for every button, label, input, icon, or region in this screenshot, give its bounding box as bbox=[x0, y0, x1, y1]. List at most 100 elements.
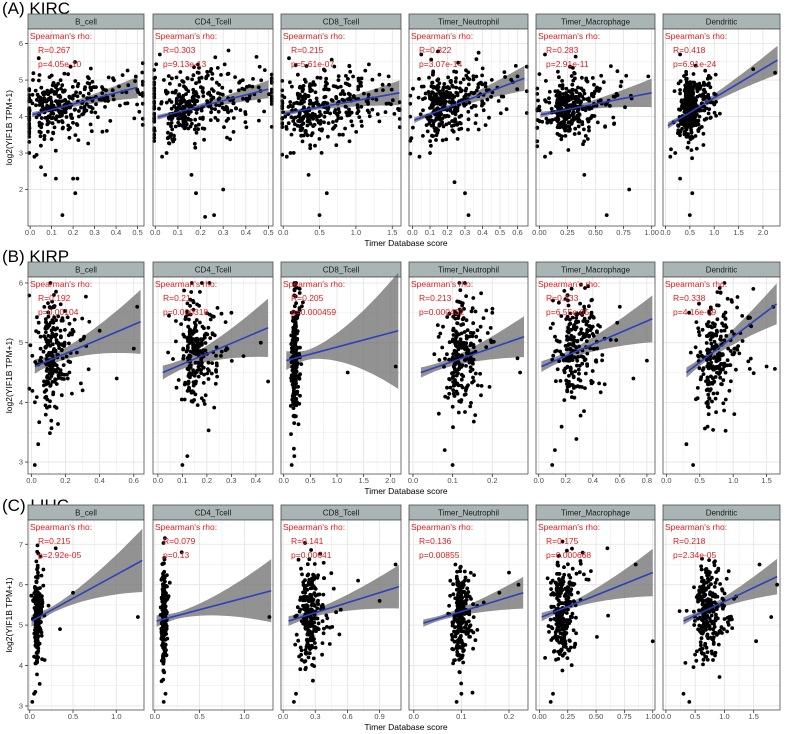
regression-line bbox=[288, 585, 400, 622]
scatter-point bbox=[41, 583, 46, 588]
scatter-point bbox=[57, 346, 62, 350]
scatter-point bbox=[166, 121, 171, 126]
scatter-point bbox=[294, 613, 299, 618]
scatter-point bbox=[723, 428, 728, 433]
scatter-point bbox=[205, 311, 210, 316]
scatter-point bbox=[321, 631, 326, 636]
scatter-point bbox=[673, 151, 678, 155]
scatter-point bbox=[62, 377, 66, 381]
scatter-point bbox=[700, 327, 705, 332]
scatter-point bbox=[37, 120, 42, 125]
scatter-point bbox=[471, 615, 476, 619]
scatter-point bbox=[572, 132, 577, 136]
scatter-point bbox=[359, 104, 364, 109]
scatter-point bbox=[234, 106, 238, 111]
scatter-point bbox=[567, 373, 571, 378]
scatter-point bbox=[310, 630, 315, 635]
x-tick-label: 0.2 bbox=[60, 476, 70, 485]
scatter-point bbox=[229, 359, 234, 363]
scatter-point bbox=[70, 85, 75, 89]
scatter-point bbox=[708, 387, 713, 391]
scatter-point bbox=[34, 559, 39, 564]
scatter-point bbox=[228, 137, 233, 142]
scatter-point bbox=[35, 645, 39, 650]
scatter-point bbox=[305, 133, 310, 138]
x-tick-label: 0.1 bbox=[447, 476, 457, 485]
scatter-point bbox=[454, 85, 459, 90]
scatter-point bbox=[473, 104, 478, 108]
scatter-point bbox=[231, 130, 236, 134]
scatter-point bbox=[456, 299, 461, 304]
scatter-point bbox=[160, 154, 165, 159]
panel-border bbox=[408, 28, 529, 227]
spearman-label: Spearman's rho: bbox=[411, 31, 473, 41]
scatter-point bbox=[435, 101, 440, 106]
scatter-point bbox=[215, 118, 220, 123]
scatter-point bbox=[174, 75, 179, 80]
facet-strip-label: CD8_Tcell bbox=[323, 266, 360, 275]
scatter-point bbox=[194, 318, 199, 322]
scatter-point bbox=[209, 67, 214, 71]
scatter-point bbox=[540, 119, 545, 124]
confidence-band bbox=[286, 272, 399, 389]
scatter-point bbox=[706, 412, 711, 417]
scatter-point bbox=[601, 80, 606, 84]
scatter-point bbox=[301, 580, 306, 585]
scatter-point bbox=[304, 64, 309, 68]
x-tick-label: 0.0 bbox=[150, 228, 160, 237]
scatter-point bbox=[474, 113, 479, 118]
scatter-point bbox=[721, 367, 725, 372]
scatter-point bbox=[331, 586, 336, 591]
scatter-point bbox=[161, 669, 166, 674]
scatter-point bbox=[203, 215, 208, 219]
scatter-point bbox=[442, 364, 446, 369]
scatter-point bbox=[441, 324, 445, 329]
scatter-point bbox=[226, 71, 231, 76]
scatter-point bbox=[573, 369, 578, 374]
scatter-point bbox=[451, 326, 456, 331]
scatter-point bbox=[469, 105, 474, 110]
scatter-point bbox=[583, 334, 587, 339]
scatter-point bbox=[448, 593, 452, 598]
scatter-point bbox=[187, 332, 192, 337]
scatter-point bbox=[473, 309, 478, 314]
scatter-point bbox=[307, 577, 312, 582]
x-tick-label: 0.5 bbox=[685, 228, 695, 237]
scatter-point bbox=[40, 604, 45, 609]
panel-border bbox=[280, 519, 402, 711]
scatter-point bbox=[45, 342, 50, 347]
scatter-point bbox=[294, 632, 299, 637]
scatter-point bbox=[307, 118, 312, 123]
scatter-point bbox=[202, 326, 206, 331]
scatter-point bbox=[296, 384, 300, 389]
scatter-point bbox=[575, 311, 579, 316]
scatter-point bbox=[30, 389, 35, 393]
scatter-point bbox=[339, 116, 344, 120]
scatter-point bbox=[675, 131, 680, 136]
scatter-point bbox=[100, 85, 104, 89]
scatter-point bbox=[438, 102, 443, 107]
scatter-point bbox=[596, 323, 600, 327]
scatter-point bbox=[703, 426, 707, 431]
scatter-point bbox=[36, 330, 41, 335]
scatter-point bbox=[206, 377, 211, 381]
panel-border bbox=[662, 276, 781, 475]
scatter-point bbox=[704, 388, 709, 392]
scatter-point bbox=[49, 418, 54, 423]
scatter-point bbox=[47, 115, 52, 120]
scatter-point bbox=[298, 345, 302, 350]
scatter-point bbox=[243, 112, 248, 116]
scatter-point bbox=[462, 307, 466, 311]
x-tick-label: 1.00 bbox=[644, 228, 659, 237]
scatter-point bbox=[37, 420, 42, 425]
scatter-point bbox=[680, 106, 685, 110]
scatter-point bbox=[66, 359, 71, 364]
scatter-point bbox=[582, 127, 586, 132]
scatter-point bbox=[336, 107, 341, 111]
scatter-point bbox=[300, 572, 304, 577]
scatter-point bbox=[243, 120, 248, 125]
scatter-point bbox=[164, 626, 169, 631]
scatter-point bbox=[574, 437, 579, 441]
scatter-point bbox=[297, 376, 302, 381]
